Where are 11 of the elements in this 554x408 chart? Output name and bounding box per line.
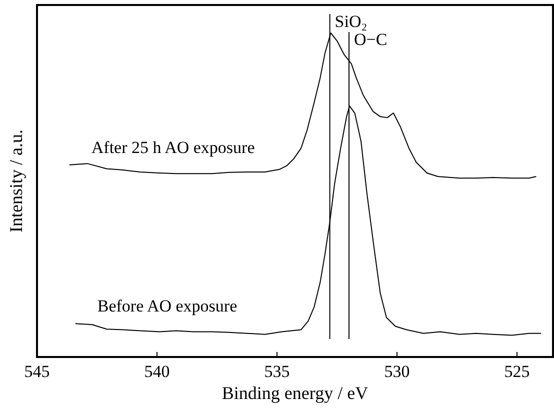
- x-tick-label: 545: [24, 362, 50, 381]
- ref-line-label: O−C: [354, 30, 388, 49]
- x-tick-label: 535: [264, 362, 290, 381]
- series-label: After 25 h AO exposure: [91, 138, 255, 157]
- x-axis-title: Binding energy / eV: [222, 383, 368, 403]
- x-tick-label: 530: [384, 362, 410, 381]
- x-tick-label: 540: [144, 362, 170, 381]
- series-label: Before AO exposure: [97, 296, 238, 316]
- ref-line-label: SiO₂: [334, 12, 368, 31]
- y-axis-title: Intensity / a.u.: [6, 130, 26, 232]
- x-tick-label: 525: [504, 362, 530, 381]
